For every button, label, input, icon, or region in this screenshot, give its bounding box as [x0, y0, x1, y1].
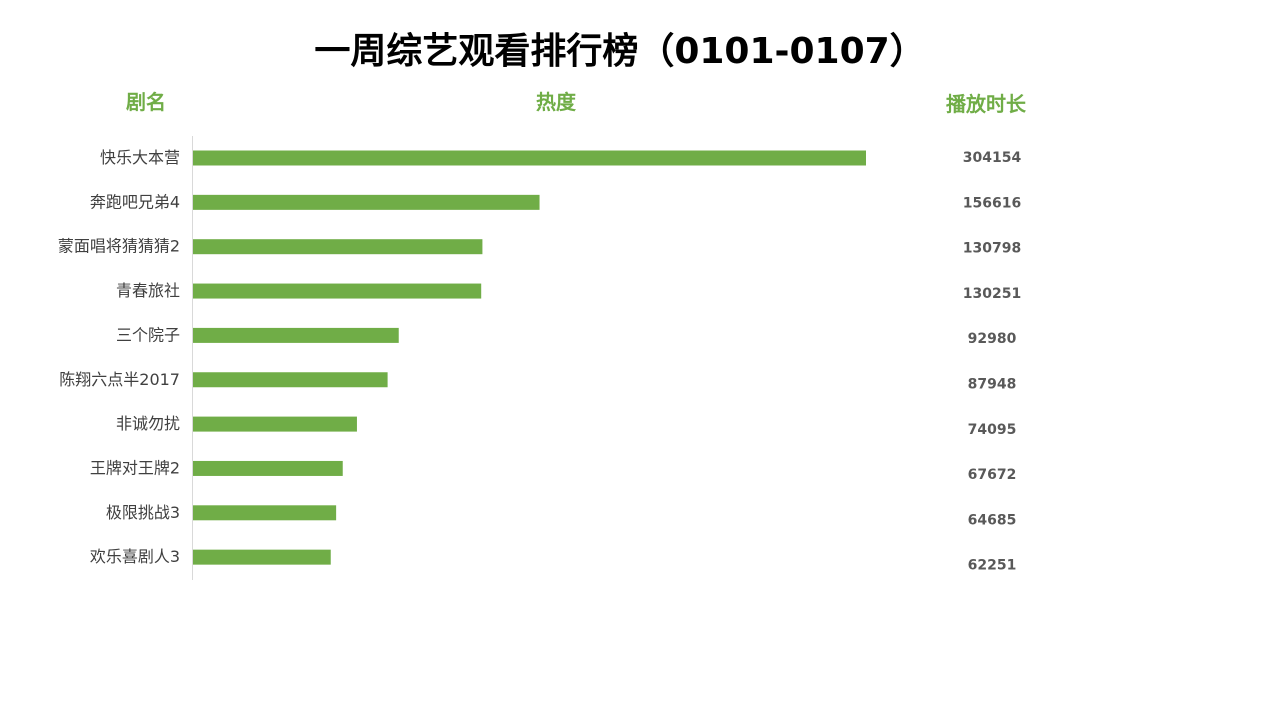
value-label: 130251 — [963, 286, 1021, 302]
category-label: 奔跑吧兄弟4 — [90, 192, 180, 211]
value-label: 156616 — [963, 195, 1021, 211]
bar — [193, 239, 483, 255]
bar — [193, 283, 482, 299]
value-label: 92980 — [968, 331, 1017, 347]
category-label: 快乐大本营 — [100, 148, 180, 167]
category-label: 三个院子 — [116, 325, 180, 344]
category-label: 陈翔六点半2017 — [59, 370, 180, 389]
category-label: 青春旅社 — [116, 281, 180, 300]
value-label: 64685 — [968, 512, 1017, 528]
value-label: 130798 — [963, 241, 1021, 257]
value-label: 62251 — [968, 558, 1017, 574]
bar — [193, 416, 357, 432]
bar — [193, 505, 337, 521]
bar — [193, 460, 343, 476]
bar — [193, 549, 331, 565]
category-label: 蒙面唱将猜猜猜2 — [58, 237, 180, 256]
category-label: 王牌对王牌2 — [90, 458, 180, 477]
category-label: 欢乐喜剧人3 — [90, 547, 180, 566]
bar — [193, 327, 399, 343]
value-label: 87948 — [968, 377, 1017, 393]
value-label: 67672 — [968, 467, 1017, 483]
header-heat: 热度 — [536, 90, 576, 114]
chart-title: 一周综艺观看排行榜（0101-0107） — [314, 31, 926, 72]
header-duration: 播放时长 — [946, 92, 1026, 116]
header-name: 剧名 — [126, 90, 166, 114]
category-label: 非诚勿扰 — [116, 414, 180, 433]
bar — [193, 194, 540, 210]
value-label: 304154 — [963, 150, 1022, 166]
category-label: 极限挑战3 — [106, 503, 180, 522]
value-label: 74095 — [968, 422, 1017, 438]
bar — [193, 372, 388, 388]
bar — [193, 150, 866, 166]
